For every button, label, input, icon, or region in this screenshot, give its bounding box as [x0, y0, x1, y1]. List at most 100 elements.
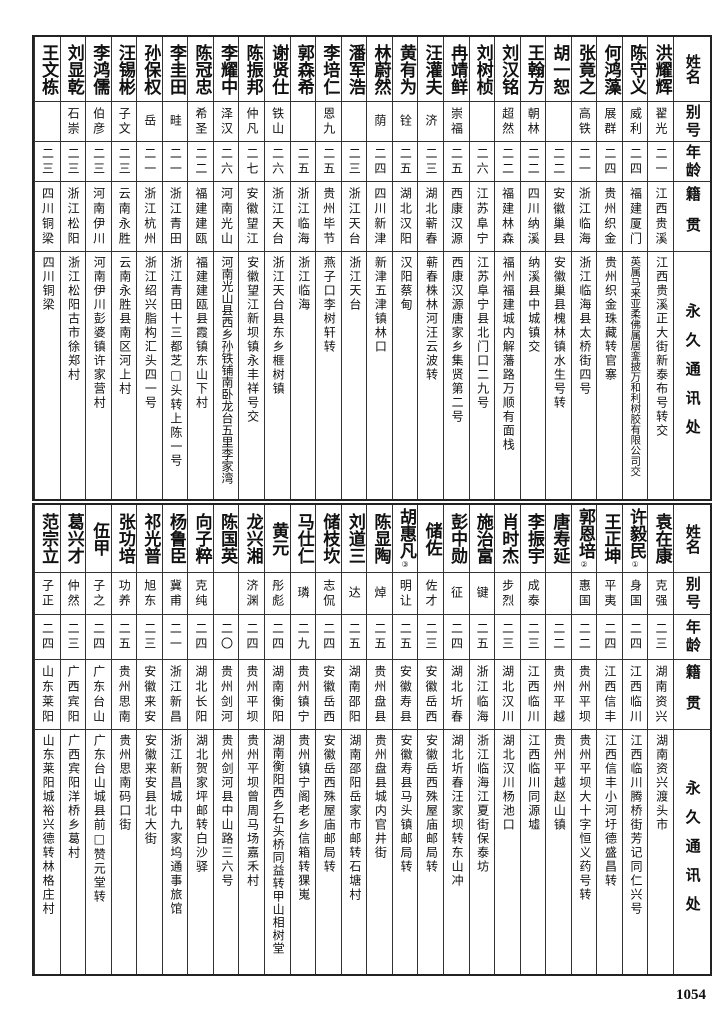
origin-text: 广东台山: [91, 664, 106, 725]
origin-text: 浙江临海: [475, 664, 490, 725]
cell-name: 李耀中: [213, 37, 239, 102]
person-record: 许毅民 ① 身国 二四 江西临川 江西临川腾桥街芳记同仁兴号: [621, 505, 648, 974]
origin-text: 山东莱阳: [40, 664, 55, 725]
name-text: 李圭田: [165, 43, 186, 95]
cell-address: 贵州盘县城内官井街: [367, 730, 392, 974]
cell-name: 马仕仁: [290, 505, 316, 573]
age-text: 二六: [475, 146, 490, 177]
cell-name: 储枝坎: [316, 505, 341, 573]
cell-age: 二七: [239, 142, 264, 182]
person-record: 范宗立 子正 二四 山东莱阳 山东莱阳城裕兴德转林格庄村: [33, 505, 60, 974]
alias-text: 崇福: [449, 106, 464, 137]
cell-age: 二五: [392, 142, 418, 182]
name-text: 马仕仁: [293, 513, 314, 564]
cell-origin: 云南永胜: [111, 182, 137, 252]
cell-address: 江西信丰小河圩德盛昌转: [597, 730, 622, 974]
origin-text: 河南伊川: [91, 186, 106, 247]
person-record: 储佐 佐才 二三 安徽岳西 安徽岳西殊屋庙邮局转: [417, 505, 443, 974]
cell-address: 安徽来安县北大街: [137, 730, 162, 974]
alias-text: 希圣: [193, 106, 208, 137]
cell-alias: 朝林: [520, 102, 546, 142]
name-text: 汪灌夫: [421, 43, 442, 95]
cell-name: 袁在康: [648, 505, 673, 573]
alias-text: 志侃: [321, 578, 336, 609]
cell-name: 郭森希: [290, 37, 316, 102]
person-record: 唐寿延 二二 贵州平越 贵州平越赵山镇: [545, 505, 571, 974]
cell-age: 二四: [597, 615, 622, 660]
address-text: 蕲春株林河汪云波转: [424, 256, 439, 382]
age-text: 二四: [628, 622, 643, 652]
cell-age: 二三: [86, 142, 111, 182]
cell-age: 二三: [137, 615, 162, 660]
address-text: 福建建瓯县霞镇东山下村: [194, 256, 209, 410]
origin-text: 浙江新昌: [168, 664, 183, 725]
cell-origin: 贵州盘县: [367, 660, 392, 730]
cell-name: 冉靖鲜: [443, 37, 469, 102]
age-text: 二二: [577, 622, 592, 652]
cell-name: 李鸿儒: [86, 37, 111, 102]
origin-text: 四川铜梁: [40, 186, 55, 247]
cell-address: 浙江青田十三都芝□头转上陈一号: [163, 252, 188, 499]
origin-text: 四川纳溪: [526, 186, 541, 247]
origin-text: 江苏阜宁: [475, 186, 490, 247]
alias-text: 焯: [372, 586, 387, 601]
alias-text: 功养: [117, 578, 132, 609]
footnote-marker: ③: [401, 560, 409, 569]
origin-text: 浙江临海: [577, 186, 592, 247]
address-text: 安徽来安县北大街: [143, 734, 158, 846]
origin-text: 西康汉源: [449, 186, 464, 247]
age-text: 二三: [423, 146, 438, 177]
cell-age: 二三: [341, 142, 367, 182]
origin-text: 江西临川: [628, 664, 643, 725]
cell-origin: 安徽岳西: [316, 660, 341, 730]
person-record: 肖时杰 步烈 二三 湖北汉川 湖北汉川杨池口: [494, 505, 520, 974]
name-text: 杨鲁臣: [165, 513, 186, 564]
age-text: 二五: [296, 146, 311, 177]
cell-alias: 彤彪: [265, 573, 290, 615]
cell-name: 刘显乾: [60, 37, 86, 102]
person-record: 何鸿藻 展群 二四 贵州织金 贵州织金珠藏转官寨: [596, 37, 622, 499]
alias-text: 铁山: [270, 106, 285, 137]
age-text: 二四: [193, 622, 208, 652]
age-text: 二二: [526, 146, 541, 177]
origin-text: 湖南邵阳: [347, 664, 362, 725]
cell-alias: 克纯: [188, 573, 213, 615]
alias-text: 恩九: [321, 106, 336, 137]
person-record: 向子粹 克纯 二四 湖北长阳 湖北贺家坪邮转白沙驿: [187, 505, 213, 974]
cell-name: 陈冠忠: [188, 37, 213, 102]
cell-alias: [290, 102, 316, 142]
cell-origin: 江西信丰: [597, 660, 622, 730]
cell-origin: 福建林森: [495, 182, 520, 252]
cell-name: 刘树桢: [469, 37, 495, 102]
cell-name: 范宗立: [34, 505, 60, 573]
address-text: 新津五津镇林口: [373, 256, 388, 354]
cell-address: 贵州织金珠藏转官寨: [597, 252, 622, 499]
cell-origin: 湖南衡阳: [265, 660, 290, 730]
address-text: 贵州思南码口街: [117, 734, 132, 832]
address-text: 江西临川同源墟: [526, 734, 541, 832]
cell-name: 李培仁: [316, 37, 341, 102]
cell-name: 张功培: [111, 505, 137, 573]
alias-text: 石崇: [66, 106, 81, 137]
cell-address: 广西宾阳洋桥乡葛村: [61, 730, 86, 974]
origin-text: 湖南资兴: [654, 664, 669, 725]
alias-text: 济渊: [245, 578, 260, 609]
alias-text: 高铁: [577, 106, 592, 137]
origin-text: 贵州思南: [117, 664, 132, 725]
age-text: 二五: [398, 146, 413, 177]
origin-text: 四川新津: [372, 186, 387, 247]
alias-text: 征: [449, 586, 464, 601]
cell-alias: 征: [443, 573, 469, 615]
person-record: 陈振邦 仲凡 二七 安徽望江 安徽望江新坝镇永丰祥号交: [238, 37, 264, 499]
cell-name: 陈守义: [622, 37, 648, 102]
name-text: 许毅民: [626, 508, 647, 559]
name-text: 刘道三: [344, 513, 365, 564]
cell-name: 黄有为: [392, 37, 418, 102]
name-text: 胡一恕: [549, 43, 570, 95]
cell-address: 江西贵溪正大街新泰布号转交: [648, 252, 673, 499]
name-text: 冉靖鲜: [447, 43, 468, 95]
cell-origin: 浙江临海: [469, 660, 495, 730]
header-cell-name: 姓名: [674, 37, 710, 102]
age-text: 二四: [321, 622, 336, 652]
cell-origin: 贵州平坝: [571, 660, 597, 730]
